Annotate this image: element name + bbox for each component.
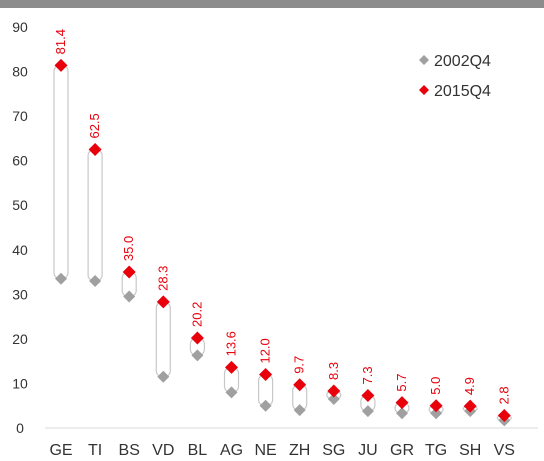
point-2015q4 (259, 368, 273, 382)
point-2002q4 (259, 399, 272, 412)
x-tick-label: ZH (289, 442, 310, 459)
point-2015q4 (190, 331, 204, 345)
y-tick-label: 30 (12, 286, 28, 302)
x-tick-label: VD (152, 442, 174, 459)
point-2015q4 (156, 295, 170, 309)
point-2015q4 (463, 399, 477, 413)
data-label: 20.2 (189, 302, 204, 327)
data-label: 5.7 (394, 374, 409, 392)
point-2015q4 (225, 360, 238, 374)
legend: 2002Q4 2015Q4 (419, 53, 491, 100)
data-labels: 81.4 62.5 35.0 28.3 20.2 13.6 12.0 9.7 8.3 7.3 5.7… (53, 29, 511, 405)
markers (54, 58, 511, 427)
x-axis: GE TI BS VD BL AG NE ZH SG JU GR TG SH VS (49, 442, 515, 459)
data-label: 12.0 (258, 338, 273, 363)
data-label: 81.4 (53, 29, 68, 54)
y-tick-label: 20 (12, 331, 28, 347)
data-label: 2.8 (496, 386, 511, 404)
point-2015q4 (327, 384, 341, 398)
point-2015q4 (429, 399, 443, 413)
data-label: 62.5 (87, 113, 102, 138)
point-2002q4 (293, 404, 306, 417)
x-tick-label: SH (459, 442, 481, 459)
y-tick-label: 40 (12, 242, 28, 258)
point-2002q4 (361, 405, 374, 418)
range-bar (53, 64, 69, 280)
point-2002q4 (430, 407, 443, 420)
point-2002q4 (55, 272, 67, 285)
data-label: 8.3 (326, 362, 341, 380)
range-bar (87, 148, 103, 282)
y-tick-label: 90 (12, 19, 28, 35)
x-tick-label: AG (220, 442, 243, 459)
point-2002q4 (225, 386, 238, 399)
top-border (0, 0, 544, 8)
x-tick-label: VS (494, 442, 515, 459)
x-tick-label: NE (254, 442, 276, 459)
point-2015q4 (54, 58, 68, 72)
point-2002q4 (396, 407, 408, 420)
x-tick-label: GR (390, 442, 414, 459)
y-axis: 0 10 20 30 40 50 60 70 80 90 (12, 19, 28, 436)
x-tick-label: TG (425, 442, 447, 459)
point-2015q4 (293, 378, 307, 392)
y-tick-label: 0 (16, 420, 24, 436)
legend-marker-2002q4 (419, 55, 429, 65)
data-label: 28.3 (155, 266, 170, 291)
y-tick-label: 80 (12, 64, 28, 80)
point-2002q4 (157, 370, 170, 383)
point-2015q4 (122, 265, 136, 279)
y-tick-label: 10 (12, 375, 28, 391)
data-label: 9.7 (292, 356, 307, 374)
x-tick-label: TI (88, 442, 102, 459)
y-tick-label: 50 (12, 197, 28, 213)
legend-label-2002q4: 2002Q4 (434, 53, 491, 70)
point-2002q4 (123, 290, 136, 303)
legend-marker-2015q4 (419, 85, 429, 95)
data-label: 7.3 (360, 366, 375, 384)
data-label: 35.0 (121, 236, 136, 261)
x-tick-label: SG (322, 442, 345, 459)
y-tick-label: 60 (12, 153, 28, 169)
point-2015q4 (395, 396, 409, 410)
x-tick-label: GE (49, 442, 72, 459)
point-2015q4 (88, 143, 102, 157)
data-label: 5.0 (428, 377, 443, 395)
data-label: 4.9 (462, 377, 477, 395)
point-2002q4 (327, 393, 340, 406)
point-2015q4 (361, 388, 375, 402)
data-label: 13.6 (224, 331, 239, 356)
legend-label-2015q4: 2015Q4 (434, 83, 491, 100)
x-tick-label: BL (188, 442, 208, 459)
point-2002q4 (191, 349, 204, 362)
x-tick-label: JU (358, 442, 378, 459)
point-2002q4 (89, 274, 102, 287)
point-2015q4 (497, 409, 511, 423)
y-tick-label: 70 (12, 108, 28, 124)
range-bar (155, 301, 171, 378)
x-tick-label: BS (119, 442, 140, 459)
